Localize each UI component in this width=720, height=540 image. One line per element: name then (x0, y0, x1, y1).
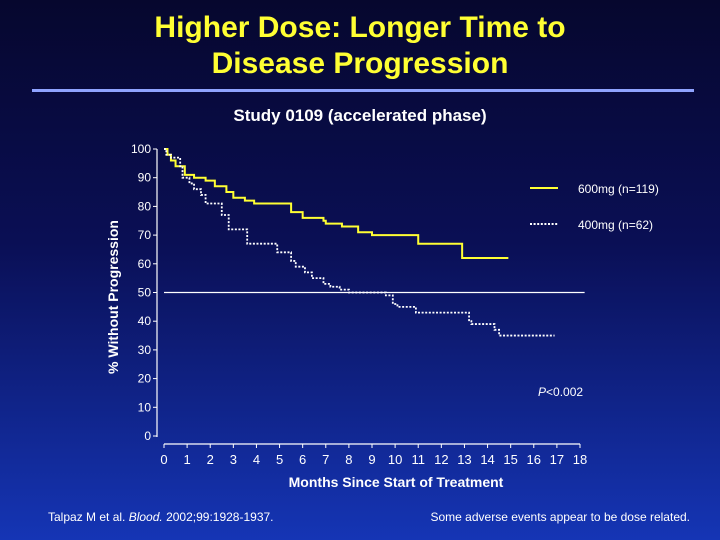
x-tick-label: 14 (480, 452, 494, 467)
slide-title: Higher Dose: Longer Time to Disease Prog… (0, 10, 720, 82)
x-axis-label: Months Since Start of Treatment (289, 474, 504, 490)
y-axis-label: % Without Progression (105, 220, 121, 374)
citation-journal: Blood. (128, 510, 163, 524)
y-tick-label: 20 (138, 372, 152, 386)
y-tick-label: 30 (138, 343, 152, 357)
y-tick-label: 100 (131, 142, 151, 156)
y-tick-label: 10 (138, 400, 152, 414)
x-tick-label: 0 (160, 452, 167, 467)
y-tick-label: 0 (144, 429, 151, 443)
y-tick-label: 50 (138, 286, 152, 300)
x-tick-label: 5 (276, 452, 283, 467)
legend: 600mg (n=119) 400mg (n=62) (530, 182, 659, 232)
x-tick-label: 9 (368, 452, 375, 467)
x-tick-label: 10 (388, 452, 402, 467)
footer-note: Some adverse events appear to be dose re… (430, 510, 691, 524)
y-tick-label: 90 (138, 171, 152, 185)
x-tick-label: 15 (503, 452, 517, 467)
x-tick-label: 13 (457, 452, 471, 467)
y-tick-label: 40 (138, 314, 152, 328)
citation: Talpaz M et al. Blood. 2002;99:1928-1937… (48, 510, 274, 524)
x-tick-label: 3 (230, 452, 237, 467)
x-tick-label: 2 (207, 452, 214, 467)
x-tick-label: 4 (253, 452, 260, 467)
legend-label-600mg: 600mg (n=119) (578, 182, 659, 196)
legend-label-400mg: 400mg (n=62) (578, 218, 653, 232)
x-tick-label: 16 (527, 452, 541, 467)
x-tick-label: 11 (411, 452, 425, 467)
chart-subtitle: Study 0109 (accelerated phase) (233, 106, 487, 125)
x-tick-label: 1 (183, 452, 190, 467)
title-line-2: Disease Progression (211, 47, 509, 80)
y-tick-label: 80 (138, 199, 152, 213)
x-tick-label: 12 (434, 452, 448, 467)
citation-details: 2002;99:1928-1937. (162, 510, 274, 524)
x-tick-label: 7 (322, 452, 329, 467)
y-tick-label: 60 (138, 257, 152, 271)
x-tick-label: 6 (299, 452, 306, 467)
p-value-annotation: P<0.002 (538, 385, 583, 399)
citation-authors: Talpaz M et al. (48, 510, 129, 524)
title-divider (32, 89, 694, 92)
y-tick-label: 70 (138, 228, 152, 242)
series-line-600mg (164, 148, 509, 260)
x-tick-label: 8 (345, 452, 352, 467)
series-line-400mg (164, 148, 555, 337)
x-tick-label: 18 (573, 452, 587, 467)
series-layer (164, 148, 555, 337)
title-line-1: Higher Dose: Longer Time to (154, 11, 566, 44)
x-tick-label: 17 (550, 452, 564, 467)
